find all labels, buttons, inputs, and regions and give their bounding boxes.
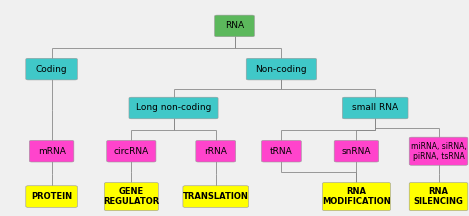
Text: tRNA: tRNA: [270, 147, 293, 156]
Text: RNA
SILENCING: RNA SILENCING: [414, 187, 463, 206]
Text: GENE
REGULATOR: GENE REGULATOR: [103, 187, 159, 206]
Text: Long non-coding: Long non-coding: [136, 103, 211, 113]
Text: snRNA: snRNA: [342, 147, 371, 156]
Text: Non-coding: Non-coding: [256, 65, 307, 74]
Text: circRNA: circRNA: [113, 147, 149, 156]
FancyBboxPatch shape: [409, 183, 468, 211]
FancyBboxPatch shape: [261, 140, 301, 162]
Text: RNA
MODIFICATION: RNA MODIFICATION: [322, 187, 391, 206]
FancyBboxPatch shape: [334, 140, 378, 162]
Text: TRANSLATION: TRANSLATION: [183, 192, 249, 201]
FancyBboxPatch shape: [26, 58, 77, 80]
FancyBboxPatch shape: [129, 97, 218, 119]
FancyBboxPatch shape: [196, 140, 235, 162]
FancyBboxPatch shape: [214, 15, 254, 37]
Text: rRNA: rRNA: [204, 147, 227, 156]
FancyBboxPatch shape: [26, 186, 77, 207]
Text: mRNA: mRNA: [38, 147, 66, 156]
Text: RNA: RNA: [225, 21, 244, 30]
FancyBboxPatch shape: [104, 183, 158, 211]
FancyBboxPatch shape: [342, 97, 408, 119]
FancyBboxPatch shape: [183, 186, 249, 207]
Text: small RNA: small RNA: [352, 103, 398, 113]
FancyBboxPatch shape: [246, 58, 317, 80]
Text: Coding: Coding: [36, 65, 68, 74]
FancyBboxPatch shape: [29, 140, 74, 162]
FancyBboxPatch shape: [409, 137, 468, 165]
Text: PROTEIN: PROTEIN: [31, 192, 72, 201]
FancyBboxPatch shape: [107, 140, 156, 162]
Text: miRNA, siRNA,
piRNA, tsRNA: miRNA, siRNA, piRNA, tsRNA: [411, 141, 466, 161]
FancyBboxPatch shape: [323, 183, 390, 211]
